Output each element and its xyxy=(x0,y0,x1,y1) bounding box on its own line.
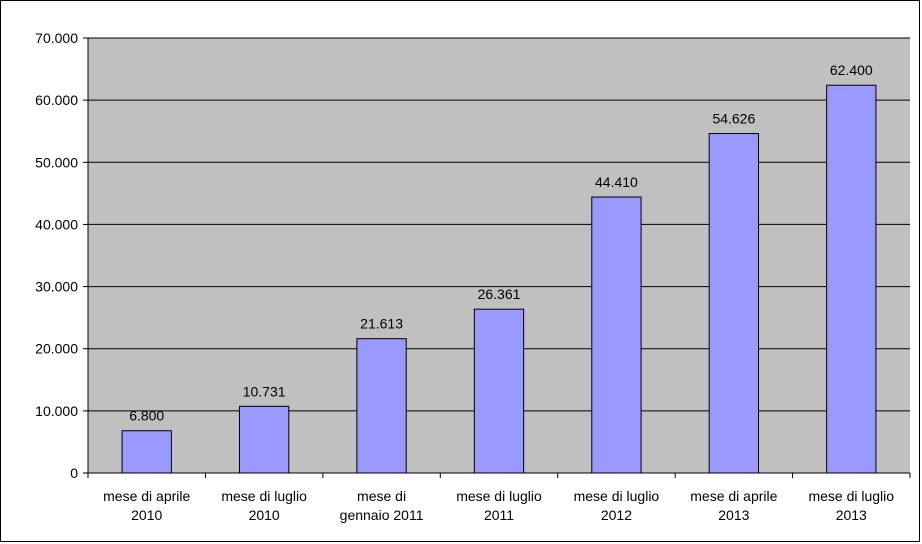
data-label: 6.800 xyxy=(129,408,164,424)
data-label: 44.410 xyxy=(595,174,638,190)
y-tick-label: 10.000 xyxy=(35,403,78,419)
data-label: 62.400 xyxy=(830,62,873,78)
y-tick-label: 40.000 xyxy=(35,216,78,232)
bar xyxy=(121,430,172,474)
x-tick-label: mese di luglio xyxy=(456,488,542,504)
bar xyxy=(238,405,290,474)
bar xyxy=(356,338,407,474)
x-tick-label: mese di luglio xyxy=(808,488,894,504)
x-tick-label: mese di luglio xyxy=(221,488,307,504)
y-tick-label: 30.000 xyxy=(35,279,78,295)
data-label: 54.626 xyxy=(712,111,755,127)
y-tick-label: 60.000 xyxy=(35,92,78,108)
bar xyxy=(473,308,525,474)
x-tick-label: 2012 xyxy=(601,507,632,523)
y-tick-label: 20.000 xyxy=(35,341,78,357)
x-tick-label: mese di luglio xyxy=(574,488,660,504)
x-tick-label: mese di aprile xyxy=(103,488,190,504)
x-tick-label: 2011 xyxy=(484,507,514,523)
y-tick-label: 70.000 xyxy=(35,30,78,46)
bar xyxy=(591,196,642,474)
data-label: 26.361 xyxy=(478,286,521,302)
bar xyxy=(826,84,877,474)
x-tick-label: 2010 xyxy=(249,507,280,523)
x-tick-label: 2013 xyxy=(836,507,867,523)
y-tick-label: 50.000 xyxy=(35,154,78,170)
x-tick-label: mese di xyxy=(357,488,406,504)
y-tick-label: 0 xyxy=(70,465,78,481)
data-label: 21.613 xyxy=(360,316,403,332)
x-tick-label: mese di aprile xyxy=(690,488,777,504)
data-label: 10.731 xyxy=(243,383,286,399)
x-tick-label: 2013 xyxy=(718,507,749,523)
x-tick-label: 2010 xyxy=(131,507,162,523)
bar xyxy=(708,133,760,474)
x-tick-label: gennaio 2011 xyxy=(340,507,424,523)
